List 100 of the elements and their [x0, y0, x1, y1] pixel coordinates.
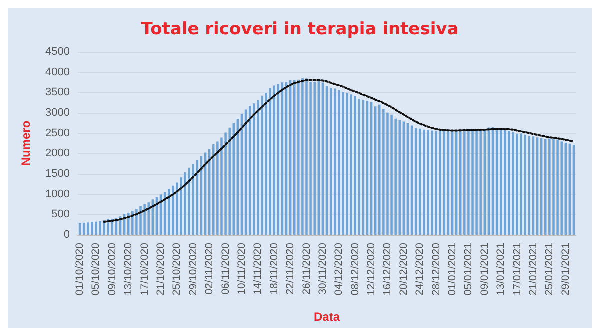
x-tick-label: 08/12/2020 [349, 242, 362, 296]
y-tick-label: 2000 [46, 148, 70, 160]
x-tick-label: 18/11/2020 [268, 242, 280, 295]
x-tick-label: 17/10/2020 [138, 242, 151, 296]
x-tick-label: 24/12/2020 [414, 242, 426, 296]
x-tick-label: 10/11/2020 [236, 242, 248, 295]
bar [564, 143, 567, 235]
bar [431, 130, 434, 235]
x-tick-label: 22/11/2020 [284, 242, 297, 295]
line-series [103, 79, 575, 224]
bar [228, 128, 231, 235]
bar [447, 131, 450, 235]
bar [314, 82, 316, 235]
x-tick-label: 25/10/2020 [171, 242, 184, 296]
bar [520, 134, 522, 235]
bar [103, 220, 106, 235]
bar [536, 138, 539, 235]
bar [524, 134, 527, 235]
bar [322, 82, 324, 235]
bar [572, 144, 576, 235]
bar [532, 136, 535, 235]
bar [568, 144, 572, 235]
bar [261, 96, 264, 235]
bar [427, 130, 430, 235]
bar [464, 130, 466, 235]
x-tick-label: 04/12/2020 [333, 242, 346, 296]
x-tick-label: 09/10/2020 [106, 242, 118, 296]
bar [480, 130, 482, 235]
bar [435, 131, 438, 235]
y-tick-label: 0 [64, 229, 70, 241]
bar [540, 138, 543, 235]
x-tick-label: 21/10/2020 [155, 242, 167, 296]
bar [346, 93, 348, 235]
bar [472, 130, 474, 235]
x-tick-label: 12/12/2020 [366, 242, 378, 296]
bar [406, 123, 410, 235]
x-tick-label: 26/11/2020 [300, 242, 313, 295]
x-tick-label: 02/11/2020 [204, 242, 216, 295]
bar [87, 222, 90, 235]
bar [556, 140, 559, 235]
bar [386, 112, 389, 235]
bar [302, 78, 304, 235]
bar [468, 130, 470, 235]
bar [326, 86, 328, 235]
bar [91, 222, 94, 235]
x-tick-label: 16/12/2020 [382, 242, 394, 296]
x-axis-title: Data [314, 310, 340, 324]
bar [394, 118, 397, 235]
x-tick-label: 28/12/2020 [430, 242, 442, 296]
x-tick-label: 06/11/2020 [220, 242, 232, 295]
x-tick-label: 25/01/2021 [544, 242, 556, 296]
bar [342, 92, 344, 235]
bar [504, 130, 506, 235]
bar [99, 221, 102, 235]
bar [476, 130, 478, 235]
x-tick-label: 21/01/2021 [527, 242, 540, 296]
bar [334, 88, 336, 235]
y-tick-label: 3000 [46, 107, 70, 119]
bar [374, 106, 377, 235]
bar [366, 101, 369, 235]
chart-title: Totale ricoveri in terapia intesiva [141, 20, 459, 40]
x-tick-label: 17/01/2021 [511, 242, 524, 296]
x-tick-label: 01/10/2020 [74, 242, 86, 296]
y-axis-title: Numero [19, 120, 33, 166]
y-tick-label: 3500 [46, 86, 70, 99]
bar [390, 114, 393, 235]
bar [172, 186, 174, 235]
x-tick-label: 29/01/2021 [560, 242, 572, 296]
y-tick-label: 1500 [46, 168, 70, 180]
bar [560, 142, 563, 235]
y-tick-label: 4000 [46, 66, 70, 78]
bar [552, 139, 555, 235]
x-tick-label: 09/01/2021 [478, 242, 491, 296]
bar [548, 138, 551, 235]
bar [423, 130, 426, 235]
x-tick-label: 13/10/2020 [122, 242, 135, 296]
y-tick-label: 4500 [46, 46, 70, 58]
bar [216, 142, 219, 235]
bar [398, 120, 401, 235]
bar [269, 88, 272, 235]
bar [318, 81, 320, 235]
bar [516, 134, 518, 235]
bar [330, 88, 332, 235]
bar [136, 209, 138, 235]
x-tick-label: 13/01/2021 [495, 242, 508, 296]
bar [144, 204, 146, 235]
y-tick-label: 500 [52, 208, 70, 221]
bar [350, 94, 352, 235]
bar [528, 136, 531, 235]
x-tick-label: 30/11/2020 [316, 242, 329, 295]
y-tick-label: 1000 [46, 188, 70, 200]
x-tick-label: 01/01/2021 [446, 242, 459, 296]
x-tick-label: 29/10/2020 [187, 242, 200, 296]
bar [358, 98, 361, 235]
x-tick-label: 05/01/2021 [462, 242, 475, 296]
bar [544, 139, 547, 235]
x-tick-label: 20/12/2020 [398, 242, 410, 296]
bar [496, 130, 498, 235]
bar [188, 168, 190, 235]
y-tick-label: 2500 [46, 127, 70, 140]
